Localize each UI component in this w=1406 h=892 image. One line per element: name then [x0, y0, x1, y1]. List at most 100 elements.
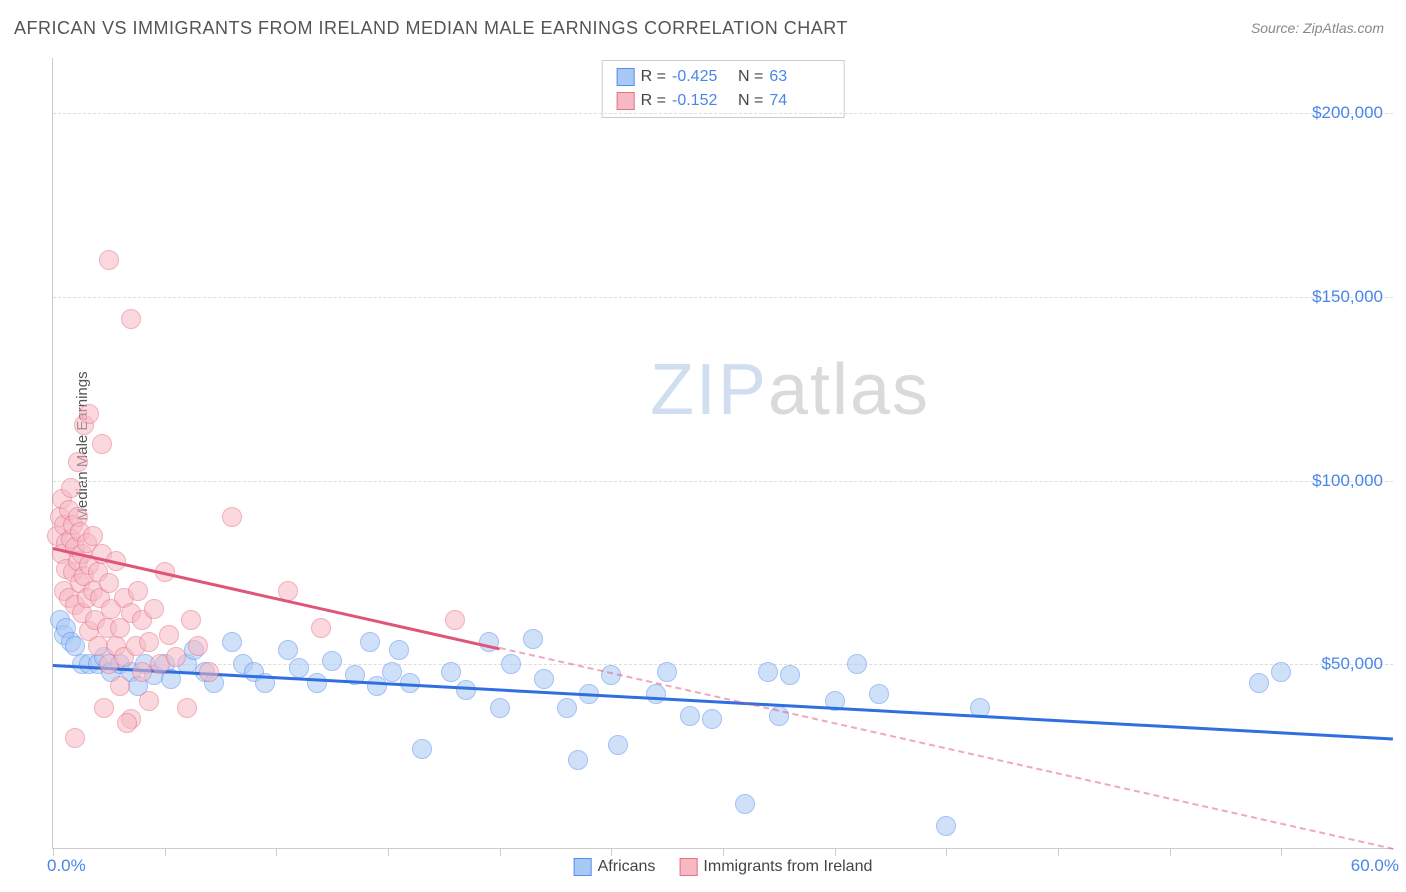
legend-n-value: 63 [769, 68, 829, 86]
y-tick-label: $150,000 [1312, 287, 1383, 307]
y-tick-label: $100,000 [1312, 471, 1383, 491]
x-tick [946, 848, 947, 856]
plot-area: ZIPatlas R =-0.425N =63R =-0.152N =74 Af… [52, 58, 1393, 849]
scatter-point-africans [490, 698, 510, 718]
x-end-label: 60.0% [1351, 856, 1399, 876]
legend-swatch [574, 858, 592, 876]
legend-label: Africans [598, 858, 656, 875]
scatter-point-africans [307, 673, 327, 693]
x-tick [835, 848, 836, 856]
scatter-point-africans [869, 684, 889, 704]
legend-correlation: R = -0.425 N = 63 R = -0.152 N = 74 [602, 60, 845, 118]
legend-r-label: R = [641, 68, 666, 86]
scatter-point-africans [780, 665, 800, 685]
gridline [53, 113, 1393, 114]
legend-row-africans: R = -0.425 N = 63 [617, 65, 830, 89]
source-label: Source: ZipAtlas.com [1251, 20, 1384, 36]
legend-n-label: N = [738, 68, 763, 86]
chart-title: AFRICAN VS IMMIGRANTS FROM IRELAND MEDIA… [14, 18, 848, 39]
legend-swatch [617, 92, 635, 110]
legend-n-label: N = [738, 92, 763, 110]
x-tick [611, 848, 612, 856]
x-tick [276, 848, 277, 856]
scatter-point-ireland [79, 404, 99, 424]
scatter-point-ireland [99, 250, 119, 270]
x-tick [388, 848, 389, 856]
scatter-point-ireland [92, 434, 112, 454]
scatter-point-africans [758, 662, 778, 682]
scatter-point-ireland [121, 309, 141, 329]
scatter-point-africans [1271, 662, 1291, 682]
scatter-point-africans [278, 640, 298, 660]
x-tick [1170, 848, 1171, 856]
legend-row-ireland: R = -0.152 N = 74 [617, 89, 830, 113]
x-start-label: 0.0% [47, 856, 86, 876]
legend-label: Immigrants from Ireland [703, 858, 872, 875]
scatter-point-ireland [188, 636, 208, 656]
y-tick-label: $50,000 [1322, 654, 1383, 674]
scatter-point-ireland [177, 698, 197, 718]
scatter-point-ireland [139, 632, 159, 652]
gridline [53, 297, 1393, 298]
scatter-point-africans [557, 698, 577, 718]
scatter-point-africans [382, 662, 402, 682]
x-tick [500, 848, 501, 856]
x-tick [165, 848, 166, 856]
scatter-point-africans [1249, 673, 1269, 693]
scatter-point-africans [735, 794, 755, 814]
scatter-point-africans [289, 658, 309, 678]
scatter-point-africans [680, 706, 700, 726]
scatter-point-ireland [68, 452, 88, 472]
watermark-part2: atlas [768, 350, 930, 430]
scatter-point-ireland [139, 691, 159, 711]
scatter-point-africans [847, 654, 867, 674]
scatter-point-ireland [311, 618, 331, 638]
scatter-point-ireland [445, 610, 465, 630]
scatter-point-ireland [128, 581, 148, 601]
gridline [53, 481, 1393, 482]
watermark: ZIPatlas [650, 349, 930, 431]
scatter-point-africans [360, 632, 380, 652]
legend-r-value: -0.425 [672, 68, 732, 86]
scatter-point-africans [936, 816, 956, 836]
scatter-point-africans [441, 662, 461, 682]
legend-item-africans: Africans [574, 858, 656, 876]
scatter-point-africans [646, 684, 666, 704]
scatter-point-ireland [110, 676, 130, 696]
scatter-point-africans [608, 735, 628, 755]
scatter-point-africans [568, 750, 588, 770]
scatter-point-africans [702, 709, 722, 729]
scatter-point-ireland [117, 713, 137, 733]
legend-r-label: R = [641, 92, 666, 110]
scatter-point-africans [322, 651, 342, 671]
scatter-point-ireland [144, 599, 164, 619]
scatter-point-ireland [181, 610, 201, 630]
scatter-point-africans [389, 640, 409, 660]
scatter-point-africans [534, 669, 554, 689]
scatter-point-africans [501, 654, 521, 674]
scatter-point-ireland [65, 728, 85, 748]
legend-item-ireland: Immigrants from Ireland [679, 858, 872, 876]
trendline-africans [53, 664, 1393, 740]
scatter-point-africans [412, 739, 432, 759]
scatter-point-ireland [99, 573, 119, 593]
y-tick-label: $200,000 [1312, 103, 1383, 123]
scatter-point-ireland [61, 478, 81, 498]
scatter-point-ireland [159, 625, 179, 645]
x-tick [1058, 848, 1059, 856]
legend-series: Africans Immigrants from Ireland [574, 858, 873, 876]
scatter-point-africans [657, 662, 677, 682]
scatter-point-ireland [83, 526, 103, 546]
scatter-point-africans [222, 632, 242, 652]
x-tick [723, 848, 724, 856]
x-tick [1281, 848, 1282, 856]
x-tick [53, 848, 54, 856]
scatter-point-africans [367, 676, 387, 696]
scatter-point-ireland [166, 647, 186, 667]
scatter-point-ireland [199, 662, 219, 682]
legend-n-value: 74 [769, 92, 829, 110]
legend-swatch [679, 858, 697, 876]
scatter-point-ireland [222, 507, 242, 527]
legend-r-value: -0.152 [672, 92, 732, 110]
scatter-point-africans [523, 629, 543, 649]
